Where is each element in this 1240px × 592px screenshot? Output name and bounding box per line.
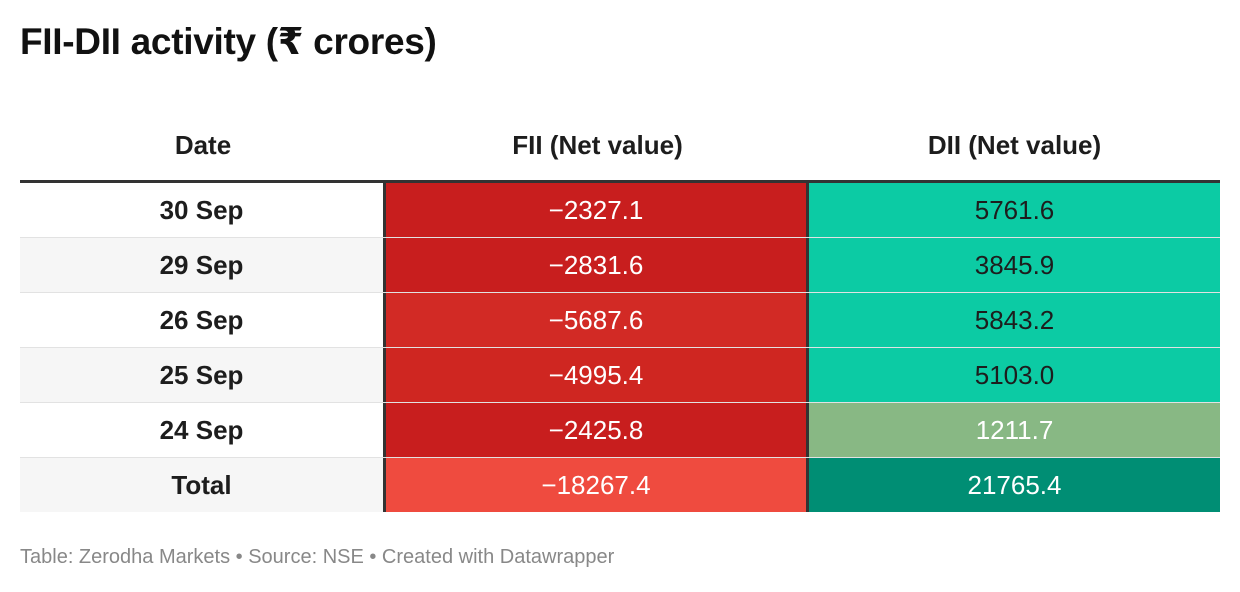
dii-value-cell: 21765.4 [809,458,1220,512]
fii-value-cell: −18267.4 [386,458,809,512]
column-header-dii[interactable]: DII (Net value) [927,129,1102,160]
fii-value-cell: −2831.6 [386,238,809,292]
fii-value-cell: −5687.6 [386,293,809,347]
fii-value-cell: −2425.8 [386,403,809,457]
dii-value-cell: 1211.7 [809,403,1220,457]
column-header-fii[interactable]: FII (Net value) [512,129,683,160]
table-row: 29 Sep −2831.6 3845.9 [20,238,1220,293]
table-body: 30 Sep −2327.1 5761.6 29 Sep −2831.6 3845.9 26… [20,183,1220,512]
table-row: 30 Sep −2327.1 5761.6 [20,183,1220,238]
dii-value-cell: 3845.9 [809,238,1220,292]
footer-credit: Table: Zerodha Markets • Source: NSE • C… [20,546,615,568]
data-table: Date FII (Net value) DII (Net value) 30 … [20,110,1220,512]
fii-value-cell: −4995.4 [386,348,809,402]
table-row: 24 Sep −2425.8 1211.7 [20,403,1220,458]
fii-value-cell: −2327.1 [386,183,809,237]
dii-value-cell: 5761.6 [809,183,1220,237]
table-row: 26 Sep −5687.6 5843.2 [20,293,1220,348]
date-cell: Total [20,458,386,512]
table-row: Total −18267.4 21765.4 [20,458,1220,512]
date-cell: 25 Sep [20,348,386,402]
date-cell: 26 Sep [20,293,386,347]
date-cell: 30 Sep [20,183,386,237]
dii-value-cell: 5843.2 [809,293,1220,347]
table-header-row: Date FII (Net value) DII (Net value) [20,110,1220,183]
column-header-date[interactable]: Date [174,129,232,160]
table-row: 25 Sep −4995.4 5103.0 [20,348,1220,403]
dii-value-cell: 5103.0 [809,348,1220,402]
page-title: FII-DII activity (₹ crores) [20,21,437,62]
date-cell: 24 Sep [20,403,386,457]
date-cell: 29 Sep [20,238,386,292]
